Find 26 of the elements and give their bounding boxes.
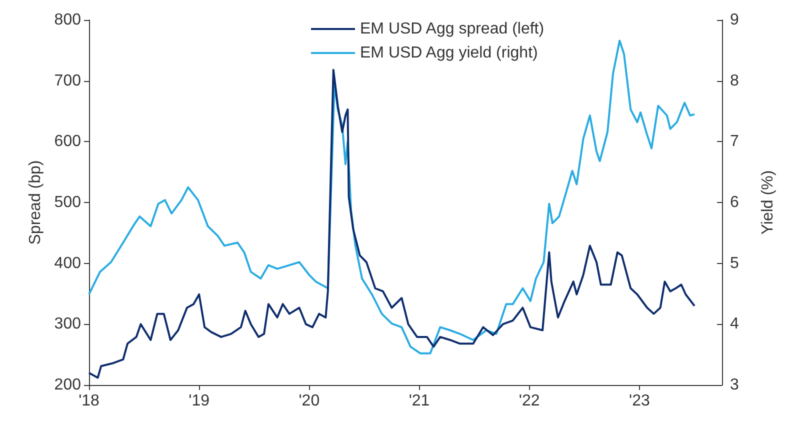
y2-tick-label: 8 — [730, 72, 739, 90]
y2-tick-label: 5 — [730, 254, 739, 272]
y-axis-title: Spread (bp) — [26, 160, 44, 245]
y2-tick-label: 9 — [730, 12, 739, 28]
y2-tick-label: 4 — [730, 316, 739, 333]
x-tick-label: '18 — [78, 392, 100, 410]
y2-tick-label: 3 — [730, 376, 739, 394]
y-tick-label: 300 — [54, 316, 82, 333]
x-tick-label: '21 — [408, 392, 430, 410]
legend-label: EM USD Agg yield (right) — [360, 44, 538, 62]
legend-label: EM USD Agg spread (left) — [360, 20, 544, 38]
y2-tick-label: 6 — [730, 194, 739, 211]
y-tick-label: 800 — [54, 12, 82, 28]
y-tick-label: 200 — [54, 376, 82, 394]
y-tick-label: 400 — [54, 254, 82, 272]
y-tick-label: 600 — [54, 133, 82, 150]
y-tick-label: 500 — [54, 194, 82, 211]
x-tick-label: '19 — [188, 392, 210, 410]
x-tick-label: '20 — [298, 392, 320, 410]
y2-tick-label: 7 — [730, 133, 739, 150]
y2-axis-title: Yield (%) — [760, 170, 776, 235]
y-tick-label: 700 — [54, 72, 82, 90]
x-tick-label: '23 — [629, 392, 650, 410]
line-series — [88, 68, 696, 379]
x-tick-label: '22 — [518, 392, 540, 410]
line-series — [88, 40, 696, 354]
